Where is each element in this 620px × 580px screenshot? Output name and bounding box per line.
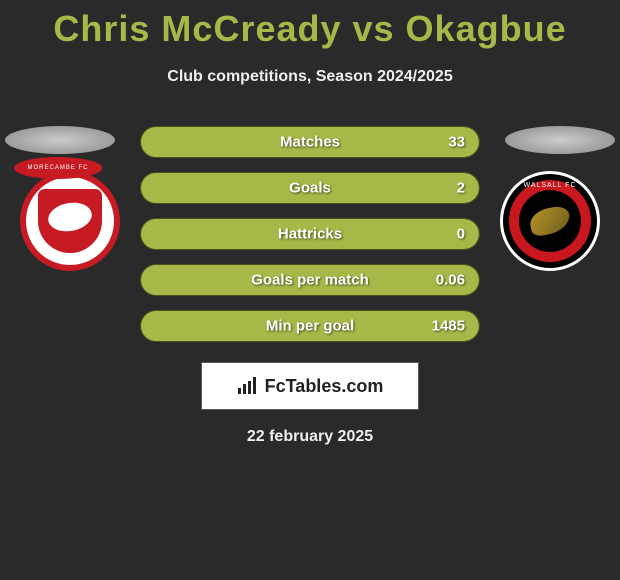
- stat-value-right: 0: [457, 226, 465, 243]
- club-crest-right: WALSALL FC: [500, 171, 600, 271]
- stat-label: Goals per match: [251, 272, 369, 289]
- page-title: Chris McCready vs Okagbue: [0, 0, 620, 50]
- stat-value-right: 2: [457, 180, 465, 197]
- swift-icon: [528, 205, 572, 238]
- player-right-ellipse: [505, 126, 615, 154]
- stat-bar: Matches 33: [140, 126, 480, 158]
- stat-bar: Min per goal 1485: [140, 310, 480, 342]
- crest-left-band: MORECAMBE FC: [14, 157, 102, 179]
- stat-bar: Hattricks 0: [140, 218, 480, 250]
- stat-row: Matches 33: [140, 126, 480, 158]
- club-crest-left: MORECAMBE FC: [20, 171, 120, 271]
- crest-right-text: WALSALL FC: [523, 182, 576, 189]
- crest-left-shield: [38, 189, 102, 253]
- stat-label: Hattricks: [278, 226, 342, 243]
- logo-text: FcTables.com: [265, 376, 384, 397]
- subtitle: Club competitions, Season 2024/2025: [0, 68, 620, 86]
- stat-bars: Matches 33 Goals 2 Hattricks 0: [140, 126, 480, 342]
- shrimp-icon: [46, 199, 94, 234]
- fctables-logo: FcTables.com: [201, 362, 419, 410]
- stat-bar: Goals per match 0.06: [140, 264, 480, 296]
- stat-label: Min per goal: [266, 318, 354, 335]
- stat-row: Min per goal 1485: [140, 310, 480, 342]
- crest-right-ring: WALSALL FC: [509, 180, 591, 262]
- stat-row: Hattricks 0: [140, 218, 480, 250]
- stat-row: Goals 2: [140, 172, 480, 204]
- stat-row: Goals per match 0.06: [140, 264, 480, 296]
- date-text: 22 february 2025: [0, 428, 620, 446]
- bar-chart-icon: [237, 377, 259, 395]
- stat-value-right: 0.06: [436, 272, 465, 289]
- player-left-ellipse: [5, 126, 115, 154]
- stat-label: Goals: [289, 180, 331, 197]
- stat-value-right: 1485: [432, 318, 465, 335]
- stat-label: Matches: [280, 134, 340, 151]
- stat-bar: Goals 2: [140, 172, 480, 204]
- stat-value-right: 33: [448, 134, 465, 151]
- comparison-content: MORECAMBE FC WALSALL FC Matches 33 Goals…: [0, 126, 620, 446]
